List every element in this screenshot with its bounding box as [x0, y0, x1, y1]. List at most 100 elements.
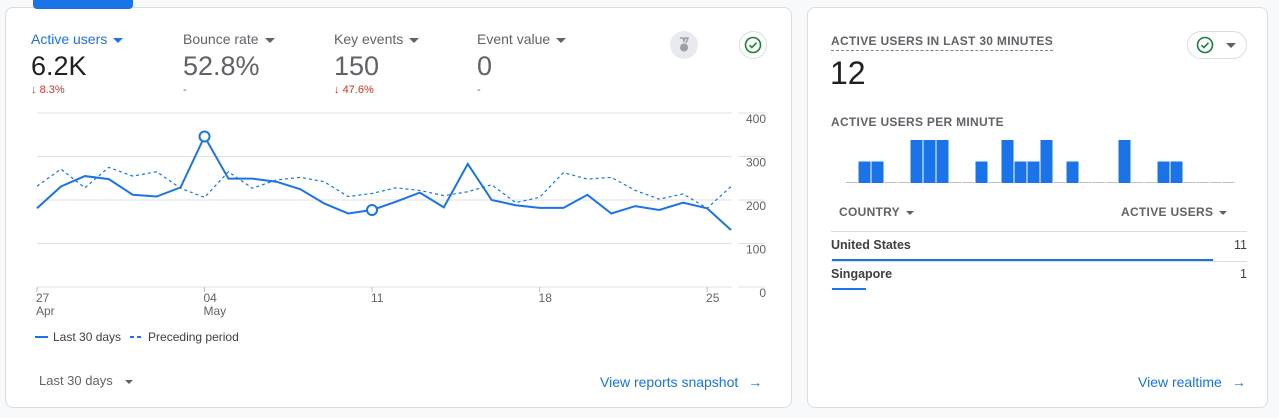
legend-dashed-line-icon: [130, 336, 144, 338]
minute-bar: [923, 140, 936, 183]
metric-label: Bounce rate: [183, 31, 275, 47]
row-divider: [831, 261, 1247, 262]
minute-bar: [1222, 182, 1235, 183]
realtime-title[interactable]: ACTIVE USERS IN LAST 30 MINUTES: [831, 34, 1053, 51]
minute-bar: [1001, 140, 1014, 183]
data-quality-check-button[interactable]: [739, 31, 767, 59]
metric-delta: -: [477, 84, 481, 96]
view-realtime-link[interactable]: View realtime →: [1138, 374, 1246, 390]
legend-previous: Preceding period: [148, 330, 239, 344]
insights-badge-button[interactable]: [670, 31, 698, 59]
minute-bar: [1131, 182, 1144, 183]
minute-bar: [884, 182, 897, 183]
date-range-label: Last 30 days: [39, 373, 113, 388]
realtime-value: 12: [830, 55, 866, 91]
check-circle-icon: [744, 36, 762, 54]
table-divider: [831, 231, 1247, 232]
country-column-header[interactable]: COUNTRY: [839, 205, 914, 219]
arrow-down-icon: ↓: [31, 84, 40, 96]
chevron-down-icon: [113, 37, 124, 43]
y-tick-label: 300: [746, 156, 766, 170]
realtime-card: [807, 7, 1268, 408]
legend-solid-line-icon: [35, 336, 48, 338]
minute-bar: [871, 161, 884, 183]
table-row[interactable]: United States 11: [831, 237, 1247, 266]
minute-bar: [962, 182, 975, 183]
x-tick-day: 18: [539, 291, 553, 305]
metric-label: Active users: [31, 31, 124, 47]
series-line-preceding-period: [36, 166, 732, 210]
metric-value: 6.2K: [31, 51, 87, 81]
minute-bar: [1209, 182, 1222, 183]
data-point-marker: [198, 130, 211, 143]
table-row[interactable]: Singapore 1: [831, 266, 1247, 295]
x-tick-day: 27: [36, 291, 50, 305]
country-active-users: 1: [1240, 267, 1247, 281]
view-reports-snapshot-link[interactable]: View reports snapshot →: [600, 374, 762, 390]
sort-caret-icon: [1219, 210, 1228, 215]
chevron-down-icon: [409, 37, 420, 43]
y-tick-label: 400: [746, 112, 766, 126]
minute-bar: [1183, 182, 1196, 183]
legend-current: Last 30 days: [53, 330, 122, 344]
overview-card: [5, 7, 792, 408]
minute-bar: [1105, 182, 1118, 183]
sort-caret-icon: [906, 210, 914, 215]
active-users-header-label: ACTIVE USERS: [1121, 205, 1214, 219]
x-tick-day: 25: [706, 291, 720, 305]
metric-label: Key events: [334, 31, 420, 47]
share-bar: [832, 288, 867, 290]
metric-delta: -: [183, 84, 187, 96]
minute-bar: [1170, 161, 1183, 183]
series-line-last-30-days: [36, 134, 732, 231]
data-point-marker: [366, 204, 379, 217]
arrow-right-icon: →: [1231, 374, 1246, 390]
chevron-down-icon: [556, 37, 567, 43]
minute-bar: [1040, 140, 1053, 183]
metric-tab[interactable]: Bounce rate 52.8% -: [183, 31, 275, 96]
metric-delta: ↓ 47.6%: [334, 84, 374, 96]
metric-tab[interactable]: Key events 150 ↓ 47.6%: [334, 31, 420, 96]
minute-bar: [910, 140, 923, 183]
minute-bar: [897, 182, 910, 183]
minute-bar: [1092, 182, 1105, 183]
country-active-users: 11: [1234, 238, 1247, 252]
metric-value: 0: [477, 51, 493, 81]
arrow-down-icon: ↓: [334, 84, 343, 96]
x-tick-month: Apr: [36, 304, 55, 318]
share-bar: [832, 259, 1213, 261]
chevron-down-icon: [124, 379, 133, 384]
metric-delta: ↓ 8.3%: [31, 84, 65, 96]
active-users-column-header[interactable]: ACTIVE USERS: [1121, 205, 1228, 219]
metric-value: 52.8%: [183, 51, 260, 81]
metric-tab[interactable]: Active users 6.2K ↓ 8.3%: [31, 31, 124, 96]
per-minute-title: ACTIVE USERS PER MINUTE: [831, 115, 1004, 129]
minute-bar: [975, 161, 988, 183]
minute-bar: [1027, 161, 1040, 183]
y-tick-label: 0: [759, 286, 766, 300]
minute-bar: [1079, 182, 1092, 183]
minute-bar: [988, 182, 1001, 183]
metric-tab[interactable]: Event value 0 -: [477, 31, 567, 96]
minute-bar: [1066, 161, 1079, 183]
minute-bar: [845, 182, 858, 183]
view-realtime-label: View realtime: [1138, 374, 1222, 390]
y-tick-label: 100: [746, 243, 766, 257]
x-tick-day: 11: [371, 291, 384, 305]
date-range-dropdown[interactable]: Last 30 days: [39, 373, 133, 388]
country-name: Singapore: [831, 267, 893, 281]
minute-bar: [949, 182, 962, 183]
minute-bar: [1157, 161, 1170, 183]
country-name: United States: [831, 238, 911, 252]
y-tick-label: 200: [746, 199, 766, 213]
selected-tab-indicator: [33, 0, 133, 9]
realtime-options-button[interactable]: [1187, 31, 1247, 59]
minute-bar: [1144, 182, 1157, 183]
x-tick-day: 04: [204, 291, 218, 305]
country-header-label: COUNTRY: [839, 205, 900, 219]
minute-bar: [1014, 161, 1027, 183]
chevron-down-icon: [1226, 42, 1236, 48]
check-circle-icon: [1196, 36, 1214, 54]
minute-bar: [936, 140, 949, 183]
x-tick-month: May: [204, 304, 227, 318]
